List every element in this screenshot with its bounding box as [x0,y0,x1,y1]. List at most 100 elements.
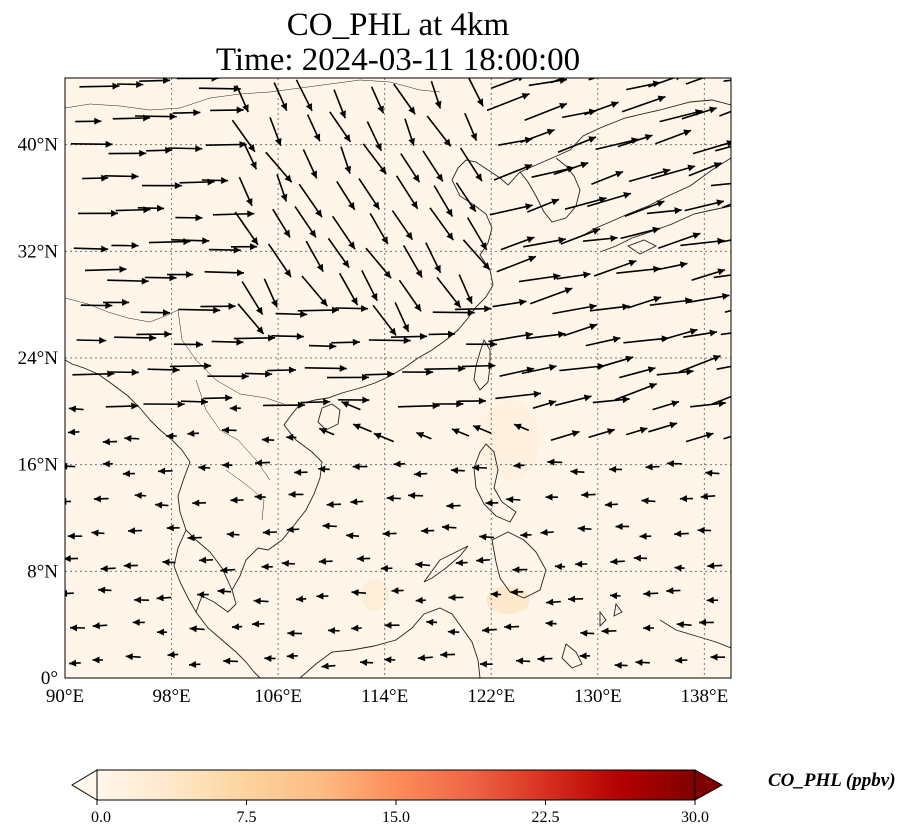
wind-vector-head [552,273,561,281]
wind-vector-head [65,462,68,470]
wind-vector-head [610,592,618,600]
wind-vector-shaft [616,267,661,274]
wind-vector-head [446,502,454,510]
wind-vector-head [675,656,683,664]
wind-vector-head [676,78,680,81]
wind-vector-head [628,259,637,267]
wind-vector-head [156,628,164,636]
wind-vector-head [622,303,630,311]
coastline-palawan [423,545,469,583]
wind-vector-head [753,73,760,80]
wind-vector-head [94,117,102,125]
wind-vector-head [202,237,210,245]
wind-vector-head [169,274,177,282]
wind-vector-head [607,428,615,435]
wind-vector-head [564,287,573,294]
wind-vector-head [598,196,607,204]
wind-vector-head [434,264,441,273]
wind-vector-head [419,332,428,340]
wind-vector-head [123,562,131,570]
wind-vector-head [101,174,109,182]
wind-vector-head [131,402,139,410]
lon-tick-label: 106°E [254,686,302,707]
wind-vector-head [432,402,440,410]
coastlines [65,79,731,678]
wind-vector-head [426,368,434,376]
wind-vector-head [744,234,752,241]
wind-vector-head [252,620,260,628]
wind-vector-head [255,459,263,467]
wind-vector-head [132,618,140,626]
wind-vector-head [134,596,142,604]
wind-vector-head [756,191,764,197]
wind-vector-head [583,394,592,402]
wind-vector-head [250,243,258,251]
wind-vector-head [93,495,101,503]
wind-vector-shaft [489,204,533,216]
wind-vector-head [200,398,209,406]
wind-vector-head [327,627,336,635]
wind-vector-head [480,242,487,250]
wind-vector-head [520,531,528,539]
wind-vector-head [228,302,236,310]
wind-vector-head [676,621,684,629]
colorbar-tick-label: 22.5 [532,809,560,826]
wind-vector-head [286,433,294,441]
wind-vector-shaft [723,79,731,82]
wind-vector-head [274,137,282,146]
wind-vector-head [604,501,613,509]
wind-vector-head [294,468,302,476]
wind-vector-shaft [648,78,676,88]
map-frame [64,77,732,679]
wind-vector-head [286,652,294,660]
wind-vector-head [155,501,163,509]
wind-vector-head [156,594,164,602]
wind-vector-head [446,232,454,241]
concentration-patch [361,579,389,611]
wind-vector-head [172,366,180,374]
wind-vector-shaft [529,287,573,305]
wind-vectors [65,73,764,670]
coastline-japan-south [599,205,731,253]
wind-vector-head [451,428,460,435]
wind-vector-head [339,364,347,372]
lon-tick-label: 98°E [152,686,190,707]
wind-vector-head [382,530,390,538]
wind-vector-head [229,404,237,412]
wind-vector-head [645,463,653,471]
wind-vector-head [246,198,253,206]
wind-vector-head [195,340,203,348]
wind-vector-head [403,337,411,345]
wind-vector-head [441,523,450,531]
wind-vector-head [568,595,576,603]
wind-vector-head [127,527,136,535]
lon-tick-label: 90°E [46,686,84,707]
wind-vector-shaft [723,435,731,440]
wind-vector-head [413,470,422,478]
wind-vector-head [197,591,205,599]
wind-vector-head [513,423,522,431]
wind-vector-head [387,370,395,378]
wind-vector-head [230,496,238,504]
wind-vector-shaft [721,203,731,209]
wind-vector-shaft [488,333,533,343]
wind-vector-head [265,370,273,378]
wind-vector-head [381,236,388,245]
wind-vector-head [131,242,139,250]
wind-vector-shaft [624,200,665,217]
wind-vector-shaft [621,95,666,113]
wind-vector-head [351,624,359,632]
wind-vector-head [217,587,225,595]
wind-vector-head [679,261,688,269]
wind-vector-head [262,528,270,536]
wind-vector-head [377,105,384,114]
wind-vector-head [261,436,270,444]
wind-vector-shaft [717,239,731,244]
wind-vector-head [222,461,230,469]
wind-vector-head [456,400,464,408]
wind-vector-head [475,173,482,182]
wind-vector-head [189,625,197,633]
wind-vector-head [122,470,130,478]
wind-vector-shaft [713,274,731,279]
